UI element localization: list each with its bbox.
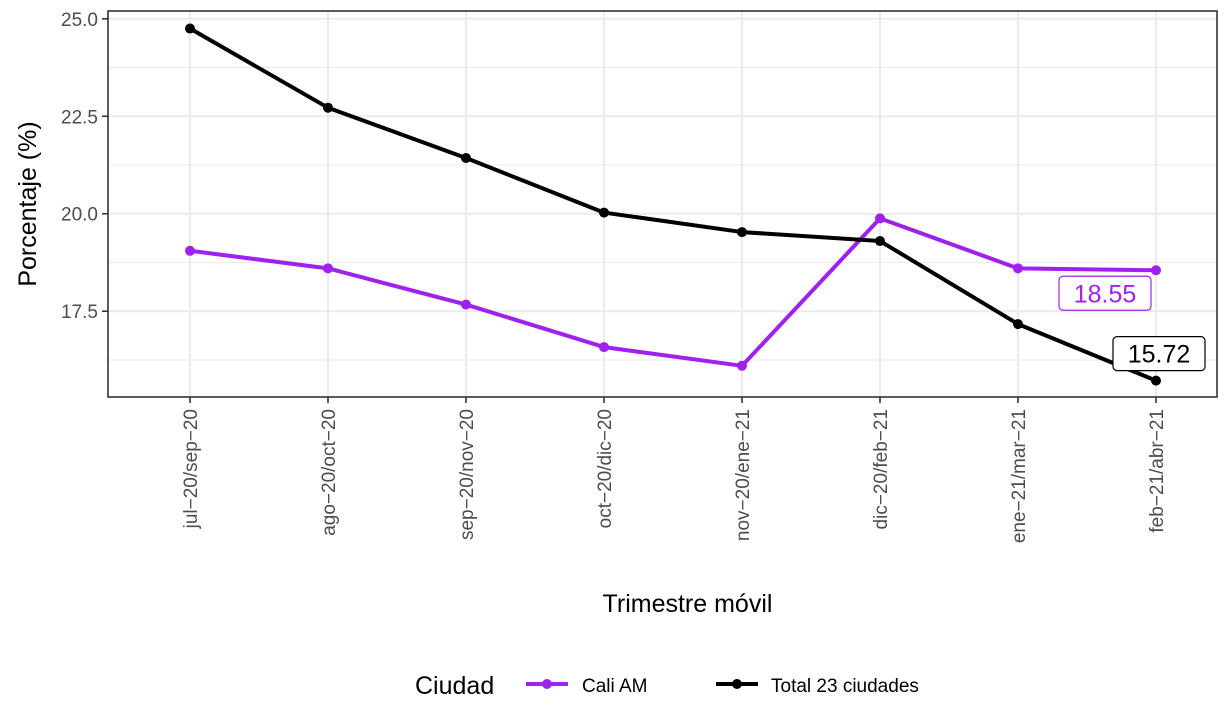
data-point: [1013, 319, 1023, 330]
end-label-box: [1058, 275, 1152, 311]
series-line-2: [189, 26, 1157, 383]
legend-key-point: [542, 679, 552, 689]
data-point: [1151, 265, 1161, 276]
axes: 17.5 20.0 22.5 25.0 jul−20/sep−20 ago−20/oct−…: [14, 10, 1218, 618]
series-line-1: [189, 216, 1157, 368]
x-tick-label: jul−20/sep−20: [181, 409, 202, 529]
legend-key-point: [732, 679, 742, 689]
x-tick-label: sep−20/nov−20: [457, 409, 478, 540]
data-point: [737, 227, 747, 238]
x-tick-label: oct−20/dic−20: [595, 409, 616, 528]
x-tick-label: dic−20/feb−21: [871, 409, 892, 529]
data-point: [599, 342, 609, 353]
y-tick-label: 22.5: [61, 107, 98, 128]
data-point: [1013, 263, 1023, 274]
x-tick-label: ene−21/mar−21: [1009, 409, 1030, 543]
data-point: [185, 245, 195, 256]
legend: Ciudad Cali AM Total 23 ciudades: [415, 672, 919, 700]
x-tick-label: feb−21/abr−21: [1147, 409, 1168, 533]
grid: [108, 11, 1217, 397]
legend-title: Ciudad: [415, 672, 494, 697]
y-axis-title: Porcentaje (%): [14, 121, 42, 286]
end-labels: 18.55 15.72: [1058, 275, 1206, 372]
data-point: [185, 23, 195, 34]
end-label-box: [1112, 336, 1206, 372]
data-point: [599, 207, 609, 218]
data-point: [875, 236, 885, 247]
data-point: [1151, 375, 1161, 386]
y-tick-label: 25.0: [61, 10, 98, 31]
data-point: [461, 299, 471, 310]
plot-panel: [108, 11, 1217, 397]
data-point: [737, 360, 747, 371]
end-label-value: 15.72: [1128, 341, 1191, 369]
end-label-value: 18.55: [1074, 280, 1137, 308]
x-tick-label: ago−20/oct−20: [319, 409, 340, 536]
data-point: [323, 263, 333, 274]
data-point: [323, 102, 333, 113]
data-point: [875, 213, 885, 224]
legend-label: Total 23 ciudades: [771, 676, 919, 697]
legend-label: Cali AM: [582, 676, 647, 697]
x-axis-title: Trimestre móvil: [603, 590, 773, 618]
y-tick-label: 17.5: [61, 302, 98, 323]
series-layer: [185, 23, 1161, 386]
panel-border: [107, 10, 1218, 398]
y-tick-label: 20.0: [61, 205, 98, 226]
data-point: [461, 152, 471, 163]
x-tick-label: nov−20/ene−21: [733, 409, 754, 541]
